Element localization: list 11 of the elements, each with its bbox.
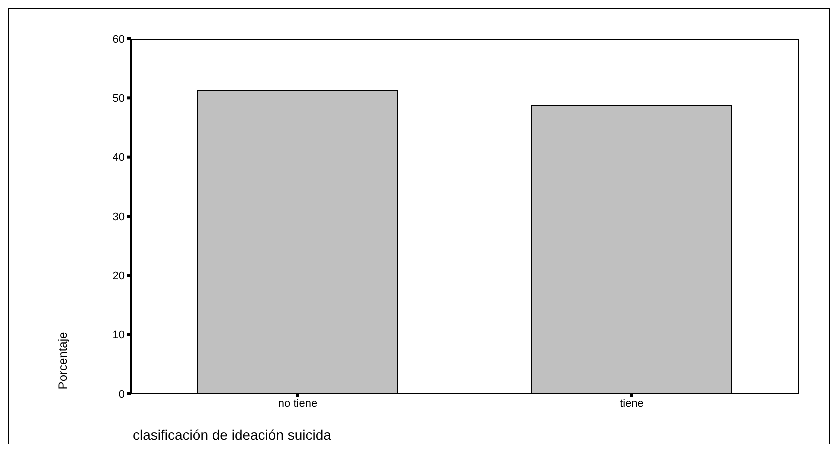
y-tick-label: 60 xyxy=(112,34,125,46)
y-tick-label: 0 xyxy=(118,388,125,401)
y-axis-title: Porcentaje xyxy=(56,331,70,392)
y-tick-label: 30 xyxy=(112,211,125,224)
x-tick-label: no tiene xyxy=(278,398,318,410)
x-tick-label: tiene xyxy=(620,398,644,410)
y-tick-label: 10 xyxy=(112,330,125,342)
y-tick-label: 20 xyxy=(112,270,125,283)
y-tick-label: 40 xyxy=(112,152,125,164)
y-tick-label: 50 xyxy=(112,93,125,106)
x-axis-title: clasificación de ideación suicida xyxy=(133,427,332,443)
